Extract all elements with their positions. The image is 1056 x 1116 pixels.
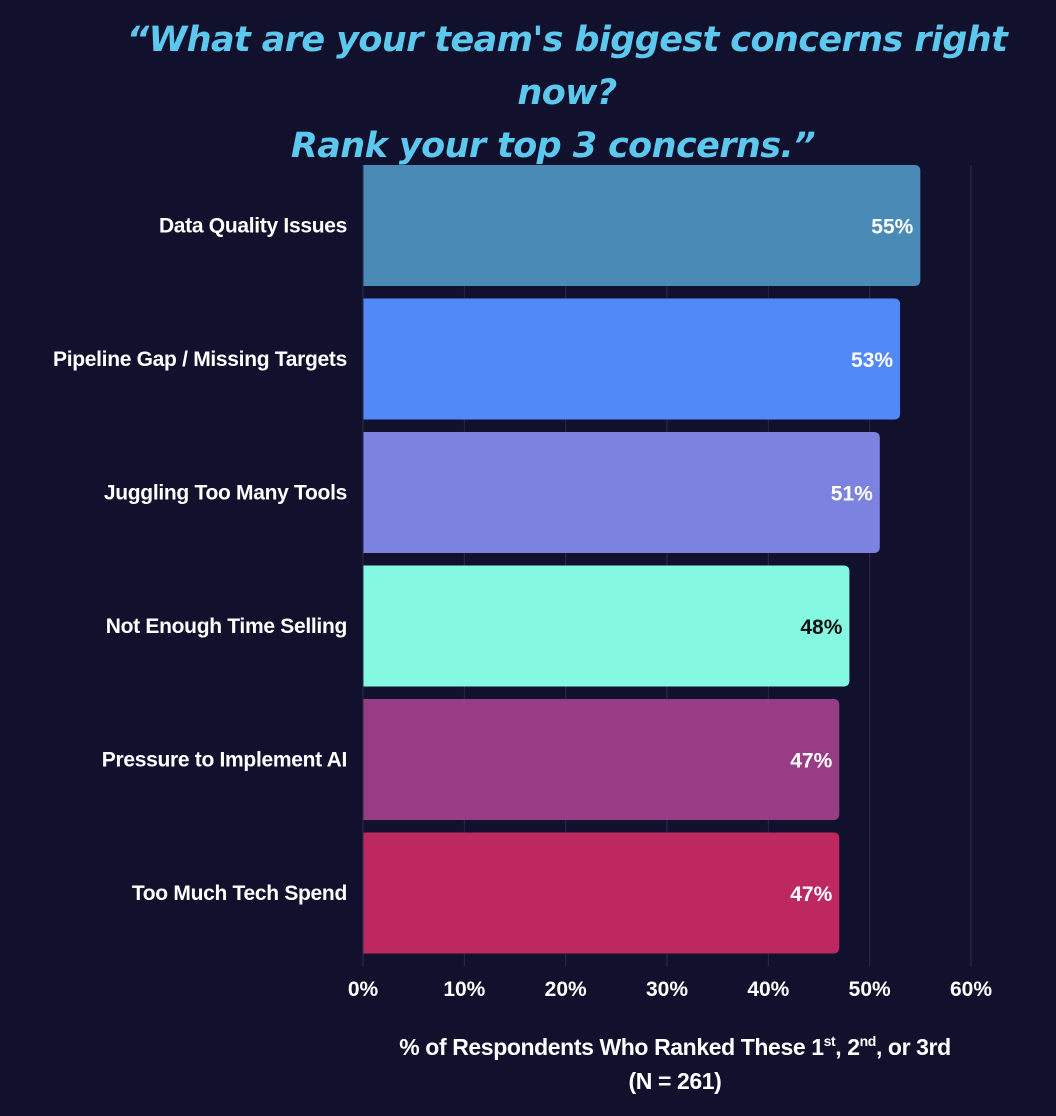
- chart-title-line-1: “What are your team's biggest concerns r…: [126, 20, 1008, 113]
- data-label: 47%: [790, 750, 832, 773]
- chart-title-line-2: Rank your top 3 concerns.”: [290, 126, 816, 166]
- x-tick-label: 20%: [545, 978, 587, 1001]
- bar-chart: 0% 10% 20% 30% 40% 50% 60% Data Quality Issues 5…: [53, 165, 992, 1001]
- x-axis-label-text-2: , 2: [835, 1034, 860, 1060]
- x-tick-label: 60%: [950, 978, 992, 1001]
- sample-size-note: (N = 261): [628, 1068, 722, 1094]
- x-tick-label: 30%: [646, 978, 688, 1001]
- category-label: Pressure to Implement AI: [102, 749, 347, 772]
- data-label: 47%: [790, 883, 832, 906]
- category-label: Too Much Tech Spend: [132, 882, 347, 905]
- bar: [363, 298, 901, 420]
- data-label: 48%: [800, 616, 842, 639]
- bar: [363, 565, 850, 687]
- x-axis-label-sup-1: st: [823, 1033, 836, 1049]
- data-label: 51%: [831, 483, 873, 506]
- x-tick-label: 10%: [443, 978, 485, 1001]
- category-label: Data Quality Issues: [159, 215, 347, 238]
- x-tick-label: 40%: [747, 978, 789, 1001]
- bar: [363, 432, 880, 553]
- chart-title: “What are your team's biggest concerns r…: [0, 14, 1056, 173]
- category-label: Juggling Too Many Tools: [104, 482, 347, 505]
- bar: [363, 832, 840, 954]
- x-axis-label-text-3: , or 3rd: [875, 1034, 951, 1060]
- bar: [363, 165, 921, 286]
- category-label: Pipeline Gap / Missing Targets: [53, 348, 347, 371]
- bar: [363, 699, 840, 820]
- category-label: Not Enough Time Selling: [106, 615, 347, 638]
- data-label: 55%: [871, 216, 913, 239]
- x-axis-label: % of Respondents Who Ranked These 1st, 2…: [300, 1034, 1050, 1061]
- data-label: 53%: [851, 349, 893, 372]
- x-axis-label-text-1: % of Respondents Who Ranked These 1: [399, 1034, 824, 1060]
- x-tick-label: 0%: [348, 978, 379, 1001]
- x-axis-label-sup-2: nd: [859, 1033, 877, 1049]
- x-tick-label: 50%: [849, 978, 891, 1001]
